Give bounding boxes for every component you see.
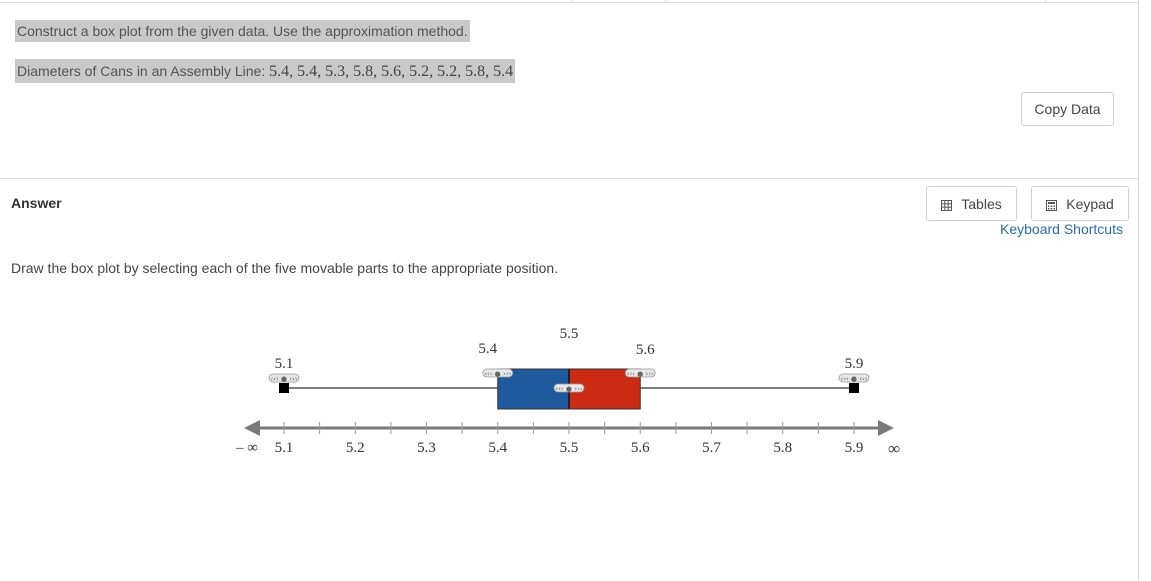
min-drag-handle[interactable]: ‹‹‹ ● ››› — [268, 373, 300, 383]
question-panel: Construct a box plot from the given data… — [0, 3, 1138, 179]
calculator-icon — [1046, 198, 1058, 211]
axis-tick-label: 5.3 — [417, 440, 436, 456]
max-endpoint-marker[interactable] — [849, 383, 859, 393]
question-prompt: Construct a box plot from the given data… — [15, 20, 470, 42]
copy-data-label: Copy Data — [1034, 101, 1101, 117]
top-divider — [0, 2, 1138, 3]
question-data: Diameters of Cans in an Assembly Line: 5… — [15, 59, 516, 83]
copy-data-button[interactable]: Copy Data — [1021, 92, 1114, 126]
data-values: 5.4, 5.4, 5.3, 5.8, 5.6, 5.2, 5.2, 5.8, … — [269, 63, 514, 80]
drag-handle-pill — [838, 373, 870, 383]
instructions-text: Draw the box plot by selecting each of t… — [11, 260, 559, 276]
median-value-label: 5.5 — [560, 326, 579, 342]
right-arrow-icon — [878, 420, 894, 436]
axis-tick-label: 5.1 — [275, 440, 294, 456]
drag-arrows-icon: ‹‹‹ ● ››› — [270, 375, 298, 383]
axis-tick-label: 5.5 — [560, 440, 579, 456]
keypad-button[interactable]: Keypad — [1031, 186, 1129, 221]
max-value-label: 5.9 — [845, 356, 864, 372]
drag-handle-pill — [553, 383, 585, 393]
data-label: Diameters of Cans in an Assembly Line: — [17, 63, 270, 79]
axis-tick-label: 5.6 — [631, 440, 650, 456]
q3-value-label: 5.6 — [636, 342, 655, 358]
table-icon — [941, 198, 953, 211]
drag-arrows-icon: ‹‹‹ ● ››› — [484, 370, 512, 378]
top-divider-tick — [665, 0, 666, 3]
drag-handle-pill — [268, 373, 300, 383]
max-drag-handle[interactable]: ‹‹‹ ● ››› — [838, 373, 870, 383]
answer-heading: Answer — [11, 195, 62, 211]
drag-arrows-icon: ‹‹‹ ● ››› — [555, 385, 583, 393]
tables-button[interactable]: Tables — [926, 186, 1017, 221]
box-plot-canvas: 5.1 5.2 5.3 5.4 5.5 5.6 5.7 5.8 5.9 – ∞ ∞ 5.1 ‹‹‹ ●… — [235, 326, 900, 458]
axis-tick-label: 5.7 — [702, 440, 721, 456]
keypad-label: Keypad — [1066, 195, 1114, 212]
q1-value-label: 5.4 — [478, 341, 497, 357]
axis-tick-label: 5.2 — [346, 440, 365, 456]
q3-drag-handle[interactable]: ‹‹‹ ● ››› — [624, 368, 656, 378]
drag-handle-pill — [482, 368, 514, 378]
tables-label: Tables — [961, 195, 1002, 212]
negative-infinity-label: – ∞ — [235, 440, 258, 456]
drag-arrows-icon: ‹‹‹ ● ››› — [840, 375, 868, 383]
left-arrow-icon — [244, 420, 260, 436]
top-divider-tick — [571, 0, 572, 3]
keyboard-shortcuts-link[interactable]: Keyboard Shortcuts — [1000, 221, 1123, 237]
positive-infinity-label: ∞ — [888, 439, 900, 458]
drag-handle-pill — [624, 368, 656, 378]
min-value-label: 5.1 — [275, 356, 294, 372]
top-divider-tick — [1045, 0, 1046, 3]
q1-drag-handle[interactable]: ‹‹‹ ● ››› — [482, 368, 514, 378]
axis-tick-label: 5.9 — [845, 440, 864, 456]
axis-tick-label: 5.8 — [773, 440, 792, 456]
axis-tick-label: 5.4 — [488, 440, 507, 456]
median-drag-handle[interactable]: ‹‹‹ ● ››› — [553, 383, 585, 393]
drag-arrows-icon: ‹‹‹ ● ››› — [627, 370, 655, 378]
min-endpoint-marker[interactable] — [279, 383, 289, 393]
